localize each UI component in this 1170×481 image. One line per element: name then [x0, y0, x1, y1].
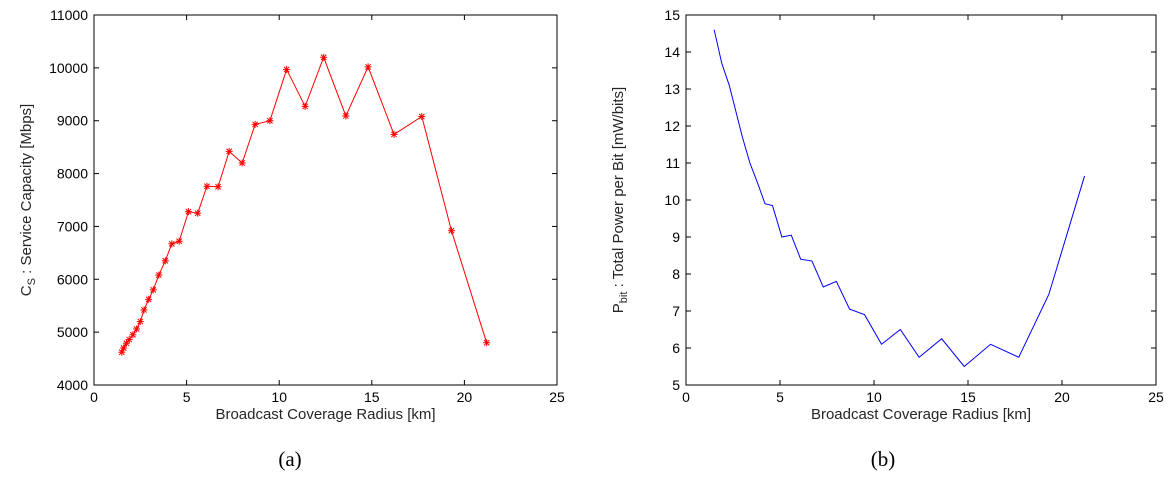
y-tick-label-b-0: 5 [672, 377, 680, 393]
axes-frame-b [685, 14, 1157, 386]
x-tick-label-a-0: 0 [90, 389, 98, 405]
y-axis-label-a-rest: : Service Capacity [Mbps] [18, 104, 35, 278]
y-axis-label-b-rest: : Total Power per Bit [mW/bits] [610, 87, 627, 292]
data-point-a-15 [194, 209, 202, 217]
data-point-a-26 [364, 63, 372, 71]
axes-frame-a [93, 14, 558, 386]
y-tick-label-b-4: 9 [672, 229, 680, 245]
data-point-a-17 [214, 183, 222, 191]
y-tick-label-a-0: 4000 [57, 377, 88, 393]
data-point-a-6 [136, 318, 144, 326]
x-tick-label-a-4: 20 [457, 389, 473, 405]
data-point-a-11 [161, 257, 169, 265]
data-point-a-3 [125, 336, 133, 344]
y-tick-label-b-3: 8 [672, 266, 680, 282]
y-tick-label-b-8: 13 [664, 81, 680, 97]
data-point-a-7 [140, 306, 148, 314]
data-point-a-25 [342, 112, 350, 120]
data-point-a-27 [390, 130, 398, 138]
data-point-a-29 [447, 227, 455, 235]
y-tick-label-b-1: 6 [672, 340, 680, 356]
data-point-a-24 [320, 53, 328, 61]
plot-area-b [713, 29, 1086, 368]
x-tick-label-a-1: 5 [183, 389, 191, 405]
y-tick-label-a-2: 6000 [57, 271, 88, 287]
x-tick-label-a-2: 10 [271, 389, 287, 405]
plot-area-a [118, 53, 491, 356]
y-tick-label-b-10: 15 [664, 7, 680, 23]
data-point-a-18 [225, 147, 233, 155]
data-point-a-5 [133, 325, 141, 333]
y-axis-b: 5 6 7 8 9 10 11 12 13 14 15 [664, 7, 1156, 393]
y-tick-label-b-9: 14 [664, 44, 680, 60]
data-point-a-14 [184, 208, 192, 216]
series-line-a-0 [121, 55, 488, 353]
x-axis-b: 0 5 10 15 20 25 [682, 15, 1164, 405]
data-point-a-8 [145, 295, 153, 303]
data-point-a-4 [129, 331, 137, 339]
y-tick-label-b-7: 12 [664, 118, 680, 134]
data-point-a-22 [283, 65, 291, 73]
data-point-a-23 [301, 102, 309, 110]
y-tick-label-a-7: 11000 [50, 7, 88, 23]
x-tick-label-b-3: 15 [960, 389, 976, 405]
caption-a: (a) [278, 447, 301, 471]
data-point-a-30 [483, 339, 491, 347]
data-point-a-10 [155, 271, 163, 279]
x-tick-label-b-2: 10 [866, 389, 882, 405]
x-tick-label-b-4: 20 [1054, 389, 1070, 405]
data-point-a-2 [122, 339, 130, 347]
y-tick-label-a-3: 7000 [57, 218, 88, 234]
x-axis-label-b: Broadcast Coverage Radius [km] [811, 406, 1031, 423]
chart-panel-a: 0 5 10 15 20 25 4000 5000 6000 7000 8000 9000 10000… [18, 7, 565, 471]
x-tick-label-b-1: 5 [776, 389, 784, 405]
y-tick-label-a-1: 5000 [57, 324, 88, 340]
data-point-a-19 [238, 159, 246, 167]
y-axis-a: 4000 5000 6000 7000 8000 9000 10000 11000 [49, 7, 557, 393]
y-tick-label-b-2: 7 [672, 303, 680, 319]
y-tick-label-b-6: 11 [665, 155, 680, 171]
data-point-a-12 [168, 240, 176, 248]
x-axis-a: 0 5 10 15 20 25 [90, 15, 565, 405]
y-axis-label-b-main: P [610, 303, 627, 313]
series-line-b-0 [713, 29, 1086, 368]
data-point-a-9 [149, 286, 157, 294]
data-point-a-16 [203, 182, 211, 190]
x-tick-label-b-5: 25 [1148, 389, 1164, 405]
y-tick-label-a-6: 10000 [49, 60, 88, 76]
y-axis-label-b: Pbit : Total Power per Bit [mW/bits] [610, 87, 630, 313]
data-point-a-20 [251, 120, 259, 128]
y-axis-label-a-main: C [18, 285, 35, 296]
y-axis-label-a-sub: S [26, 278, 38, 285]
data-point-a-21 [266, 117, 274, 125]
x-tick-label-a-5: 25 [549, 389, 565, 405]
caption-b: (b) [871, 447, 896, 471]
data-point-a-28 [418, 112, 426, 120]
x-axis-label-a: Broadcast Coverage Radius [km] [215, 406, 435, 423]
y-tick-label-b-5: 10 [664, 192, 680, 208]
x-tick-label-b-0: 0 [682, 389, 690, 405]
y-tick-label-a-5: 9000 [57, 113, 88, 129]
data-point-a-13 [175, 237, 183, 245]
y-axis-label-b-sub: bit [618, 292, 630, 304]
y-axis-label-a: CS : Service Capacity [Mbps] [18, 104, 38, 296]
y-tick-label-a-4: 8000 [57, 166, 88, 182]
x-tick-label-a-3: 15 [364, 389, 380, 405]
